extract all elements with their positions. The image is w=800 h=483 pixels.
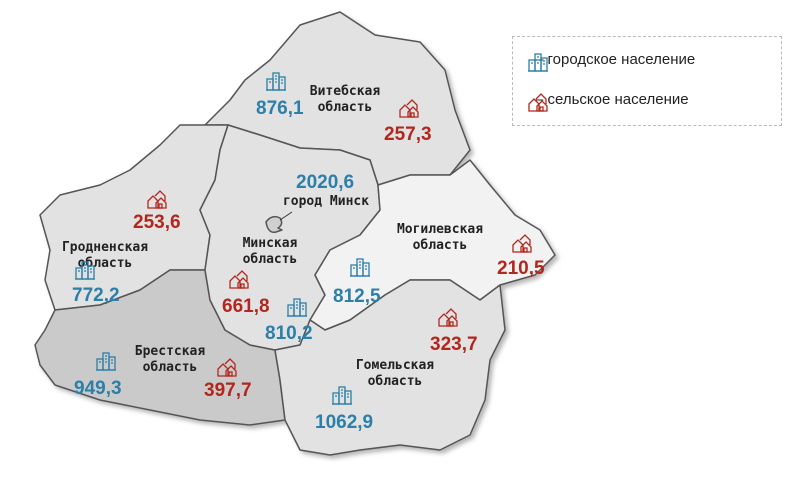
minsk-pointer-line	[279, 211, 293, 221]
brest-urban-value: 949,3	[74, 378, 122, 399]
house-icon	[216, 356, 238, 378]
building-icon	[349, 256, 371, 278]
house-icon	[437, 306, 459, 328]
building-icon	[74, 259, 96, 281]
legend-rural-label: – сельское население	[535, 91, 689, 108]
mogilev-urban-value: 812,5	[333, 286, 381, 307]
building-icon	[265, 70, 287, 92]
house-icon	[146, 188, 168, 210]
gomel-label: Гомельская область	[355, 358, 435, 389]
minsk-region-label: Минская область	[242, 236, 298, 267]
minsk-region-urban-value: 810,2	[265, 323, 313, 344]
mogilev-rural-value: 210,5	[497, 258, 545, 279]
grodno-urban-value: 772,2	[72, 285, 120, 306]
house-icon	[511, 232, 533, 254]
grodno-label: Гродненская область	[61, 240, 149, 271]
minsk-city-label: город Минск	[282, 194, 370, 209]
gomel-urban-value: 1062,9	[315, 412, 374, 433]
legend-urban-label: – городское население	[535, 51, 696, 68]
minsk-city-urban-value: 2020,6	[296, 172, 355, 193]
vitebsk-urban-value: 876,1	[256, 98, 304, 119]
brest-rural-value: 397,7	[204, 380, 252, 401]
minsk-city-outline[interactable]	[265, 215, 283, 234]
vitebsk-label: Витебская область	[309, 84, 381, 115]
mogilev-label: Могилевская область	[396, 222, 484, 253]
vitebsk-rural-value: 257,3	[384, 124, 432, 145]
legend-rural: – сельское население	[527, 91, 689, 112]
legend: – городское население – сельское населен…	[512, 36, 782, 126]
minsk-region-rural-value: 661,8	[222, 296, 270, 317]
house-icon	[228, 268, 250, 290]
grodno-rural-value: 253,6	[133, 212, 181, 233]
building-icon	[286, 296, 308, 318]
building-icon	[95, 350, 117, 372]
gomel-rural-value: 323,7	[430, 334, 478, 355]
brest-label: Брестская область	[134, 344, 206, 375]
legend-urban: – городское население	[527, 51, 696, 72]
building-icon	[331, 384, 353, 406]
house-icon	[398, 97, 420, 119]
